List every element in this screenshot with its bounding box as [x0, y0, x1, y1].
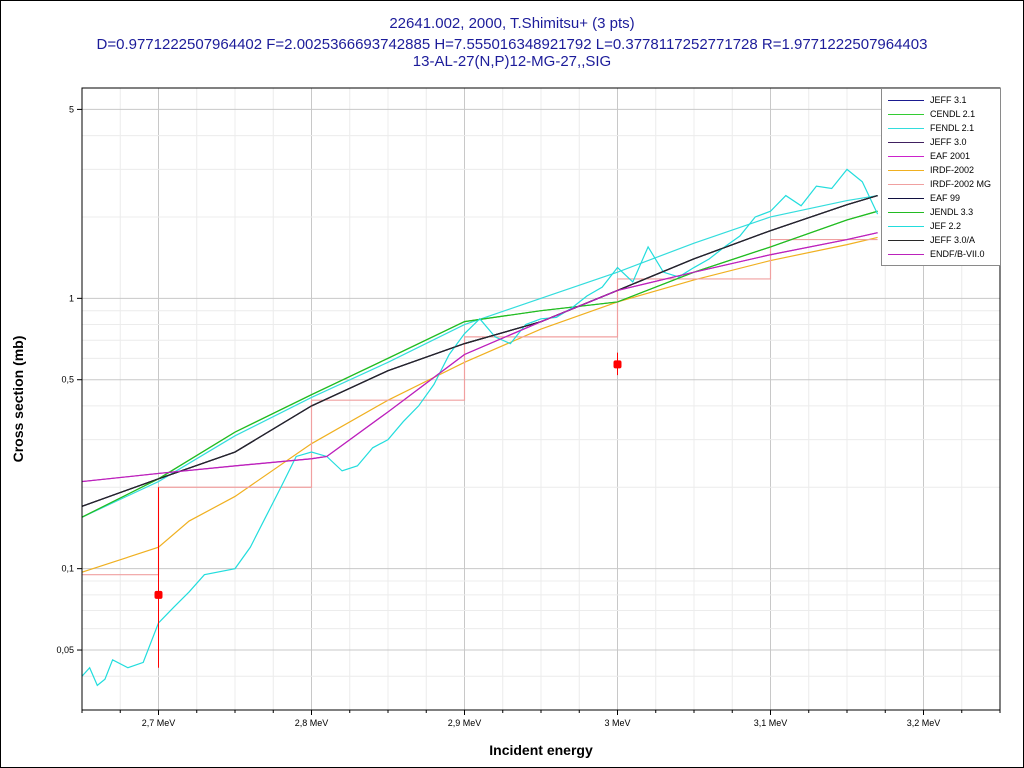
legend-label: EAF 99 [930, 193, 961, 203]
legend-swatch [888, 212, 924, 213]
legend-item-jeff-3-0: JEFF 3.0 [886, 136, 1000, 150]
legend-swatch [888, 184, 924, 185]
chart-title-line3: 13-AL-27(N,P)12-MG-27,,SIG [412, 53, 612, 70]
series-jendl-3-3 [81, 210, 878, 518]
series-endf-b-vii-0 [81, 232, 878, 483]
series-fendl-2-1 [81, 194, 878, 518]
data-point [154, 590, 163, 599]
x-tick-label: 2,8 MeV [295, 718, 329, 728]
series-eaf-99 [81, 194, 878, 507]
x-tick-label: 3,1 MeV [754, 718, 788, 728]
series-irdf-2002 [81, 236, 878, 573]
y-tick-label: 0,5 [61, 375, 74, 385]
y-tick-label: 5 [69, 104, 74, 114]
ticks: 2,7 MeV 2,8 MeV 2,9 MeV 3 MeV 3,1 MeV 3,2 MeV… [56, 104, 1001, 728]
legend-label: EAF 2001 [930, 151, 971, 161]
x-tick-label: 2,9 MeV [448, 718, 482, 728]
data-point [613, 360, 622, 369]
legend-item-jendl-3-3: JENDL 3.3 [886, 206, 1000, 220]
legend-item-jef-2-2: JEF 2.2 [886, 220, 1000, 234]
x-tick-label: 3,2 MeV [907, 718, 941, 728]
y-tick-label: 1 [69, 293, 74, 303]
legend-item-eaf-2001: EAF 2001 [886, 150, 1000, 164]
legend-item-irdf-2002-mg: IRDF-2002 MG [886, 178, 1000, 192]
y-axis-title: Cross section (mb) [10, 336, 26, 463]
legend-item-irdf-2002: IRDF-2002 [886, 164, 1000, 178]
legend-swatch [888, 100, 924, 101]
series-jef-2-2 [81, 168, 879, 687]
chart-title-line1: 22641.002, 2000, T.Shimitsu+ (3 pts) [389, 15, 635, 32]
y-tick-label: 0,05 [56, 645, 74, 655]
x-tick-label: 2,7 MeV [142, 718, 176, 728]
series-jeff-3-0 [81, 194, 878, 507]
legend-swatch [888, 198, 924, 199]
chart-title-line2: D=0.9771222507964402 F=2.002536669374288… [96, 36, 928, 53]
legend-label: IRDF-2002 MG [930, 179, 992, 189]
legend-item-cendl-2-1: CENDL 2.1 [886, 108, 1000, 122]
legend-label: IRDF-2002 [930, 165, 975, 175]
legend-swatch [888, 170, 924, 171]
legend-swatch [888, 240, 924, 241]
x-tick-label: 3 MeV [604, 718, 630, 728]
legend-swatch [888, 254, 924, 255]
legend-label: ENDF/B-VII.0 [930, 249, 985, 259]
legend-item-jeff-3-1: JEFF 3.1 [886, 94, 1000, 108]
series-eaf-2001 [81, 232, 878, 483]
series-layer [81, 168, 879, 687]
legend-label: JEFF 3.1 [930, 95, 967, 105]
legend-swatch [888, 142, 924, 143]
legend-swatch [888, 226, 924, 227]
series-irdf-2002-mg [82, 238, 878, 576]
legend-item-jeff-3-0-a: JEFF 3.0/A [886, 234, 1000, 248]
legend-label: JEFF 3.0/A [930, 235, 976, 245]
legend-item-eaf-99: EAF 99 [886, 192, 1000, 206]
legend-label: JEFF 3.0 [930, 137, 967, 147]
legend-label: JEF 2.2 [930, 221, 962, 231]
chart-legend: JEFF 3.1 CENDL 2.1 FENDL 2.1 JEFF 3.0 EAF 20… [881, 88, 1001, 266]
legend-label: FENDL 2.1 [930, 123, 975, 133]
experimental-points [154, 352, 622, 668]
legend-swatch [888, 128, 924, 129]
series-jeff-3-1 [81, 194, 878, 507]
legend-swatch [888, 114, 924, 115]
legend-swatch [888, 156, 924, 157]
legend-label: JENDL 3.3 [930, 207, 974, 217]
legend-item-endf-b-vii-0: ENDF/B-VII.0 [886, 248, 1000, 262]
y-tick-label: 0,1 [61, 564, 74, 574]
series-jeff-3-0-a [81, 194, 878, 507]
legend-label: CENDL 2.1 [930, 109, 976, 119]
x-axis-title: Incident energy [489, 742, 593, 758]
legend-item-fendl-2-1: FENDL 2.1 [886, 122, 1000, 136]
